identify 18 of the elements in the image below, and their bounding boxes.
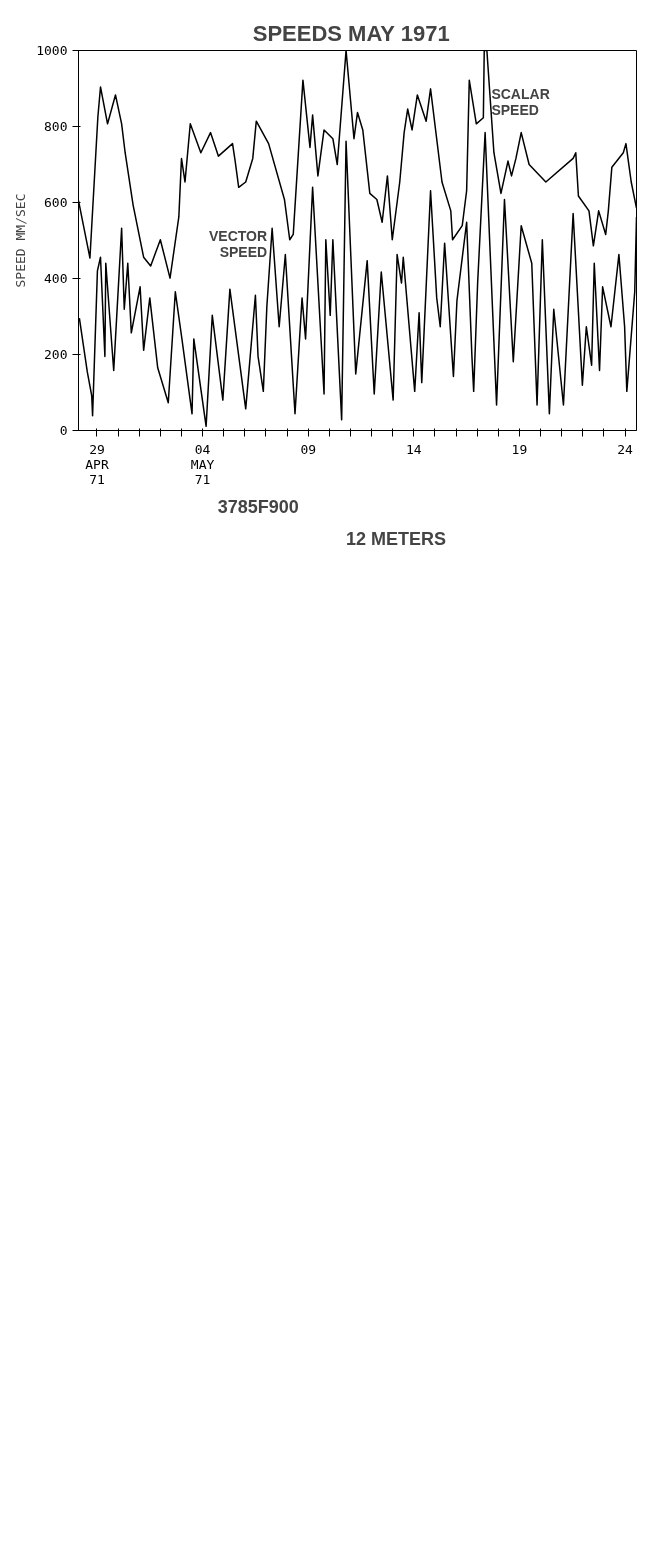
x-tick-label: 24 (617, 441, 634, 457)
x-tick-label: 09 (300, 441, 317, 457)
y-tick-label: 400 (44, 271, 68, 286)
series-label: SCALAR SPEED (491, 85, 550, 118)
x-tick-label: 04 MAY 71 (190, 441, 215, 487)
y-tick-label: 600 (44, 195, 68, 210)
y-tick-label: 1000 (36, 43, 68, 58)
series-label: VECTOR SPEED (209, 228, 268, 261)
x-tick-label: 19 (511, 441, 528, 457)
y-tick-label: 200 (44, 347, 68, 362)
y-tick-label: 0 (59, 423, 68, 438)
chart-title: SPEEDS MAY 1971 (252, 20, 450, 46)
y-tick-label: 800 (44, 119, 68, 134)
text: 12 METERS (345, 528, 447, 549)
x-tick-label: 14 (406, 441, 422, 457)
y-axis-title: SPEED MM/SEC (13, 193, 29, 288)
text: 3785F900 (217, 496, 299, 517)
x-tick-label: 29 APR 71 (85, 441, 109, 487)
